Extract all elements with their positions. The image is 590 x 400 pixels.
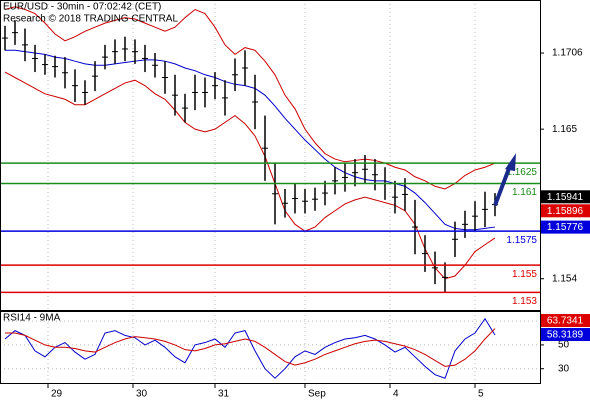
x-tick-label: 30 (136, 389, 148, 400)
y-tick-label: 1.1706 (552, 48, 583, 59)
y-tick-label: 30 (558, 363, 570, 374)
rsi-line (4, 317, 496, 379)
chart-subtitle: Research © 2018 TRADING CENTRAL (3, 14, 178, 25)
price-tag (541, 204, 590, 218)
price-tag (541, 220, 590, 234)
level-label: 1.161 (512, 187, 537, 198)
x-tick-label: 29 (51, 389, 63, 400)
value-tag (541, 328, 590, 342)
price-tag (541, 190, 590, 204)
chart-title: EUR/USD - 30min - 07:02:42 (CET) (3, 2, 161, 13)
upper-band (4, 6, 496, 190)
moving-average (5, 49, 496, 231)
price-tag-label: 1.15896 (547, 206, 584, 217)
y-tick-label: 1.154 (552, 273, 577, 284)
x-tick-label: 31 (218, 389, 230, 400)
price-tag-label: 1.15941 (547, 192, 584, 203)
projection-arrowhead (505, 153, 516, 172)
value-tag (541, 314, 590, 328)
x-tick-label: 4 (393, 389, 399, 400)
price-tag-label: 1.15776 (547, 222, 584, 233)
level-label: 1.1575 (506, 235, 537, 246)
projection (493, 162, 513, 207)
y-tick-label: 1.165 (552, 124, 577, 135)
value-tag-label: 63.7341 (547, 316, 584, 327)
lower-band (4, 71, 496, 280)
panel-title: RSI14 - 9MA (3, 313, 61, 324)
level-label: 1.153 (512, 296, 537, 307)
panel-frame (0, 311, 541, 384)
x-tick-label: Sep (308, 389, 326, 400)
x-tick-label: 5 (478, 389, 484, 400)
value-tag-label: 58.3189 (547, 330, 584, 341)
panel-frame (0, 0, 541, 311)
level-label: 1.1625 (506, 167, 537, 178)
level-label: 1.155 (512, 269, 537, 280)
y-tick-label: 50 (558, 340, 570, 351)
rsi-line (5, 328, 496, 367)
